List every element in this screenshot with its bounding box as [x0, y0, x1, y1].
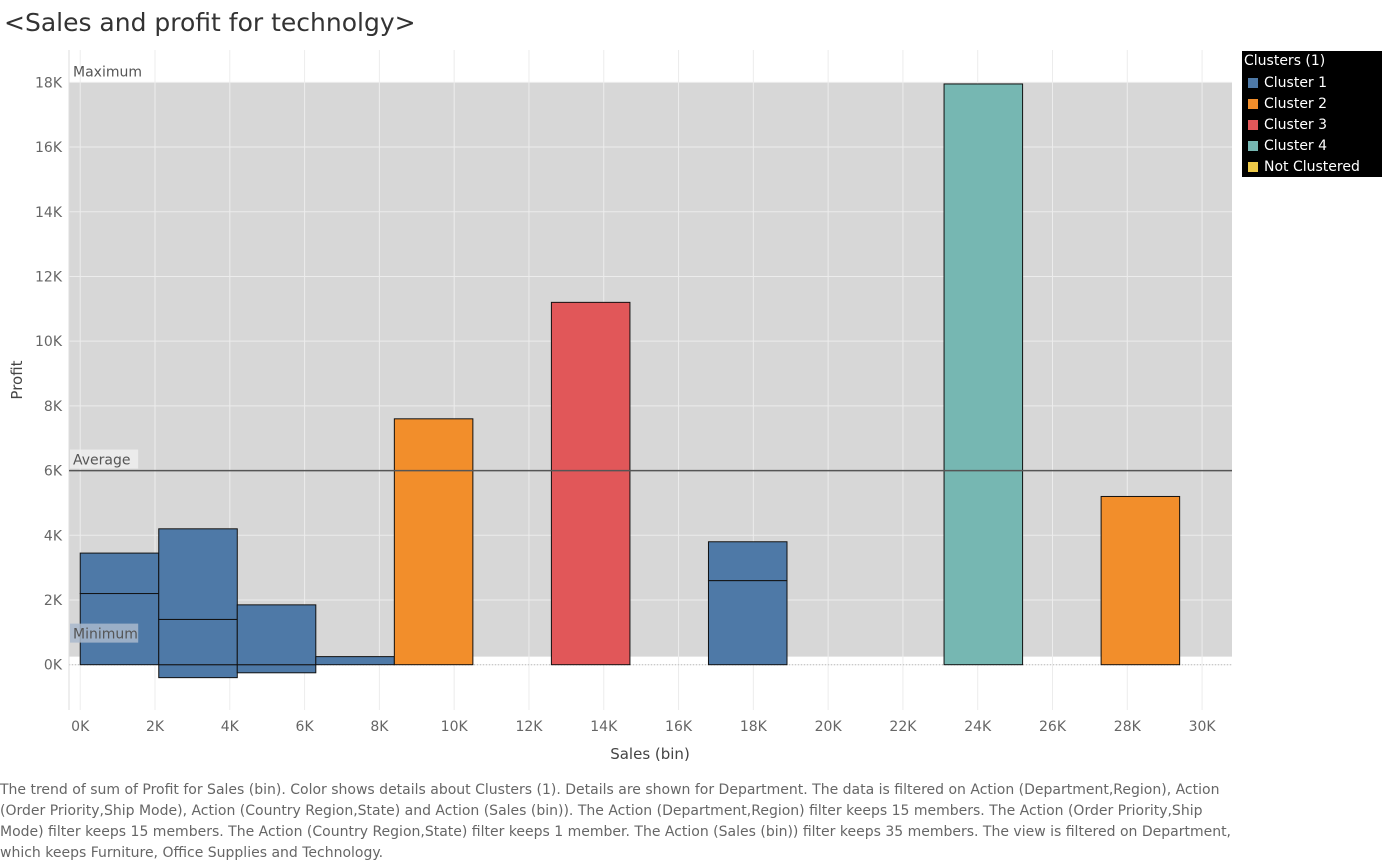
legend-swatch	[1248, 141, 1258, 151]
legend-item[interactable]: Cluster 2	[1248, 95, 1327, 113]
bar-segment	[393, 418, 474, 666]
y-tick-label: 4K	[44, 528, 63, 544]
legend-item[interactable]: Not Clustered	[1248, 158, 1360, 176]
x-tick-label: 22K	[889, 719, 917, 735]
legend-item[interactable]: Cluster 1	[1248, 74, 1327, 92]
chart-title: <Sales and profit for technolgy>	[4, 8, 416, 37]
bar-segment	[707, 580, 788, 666]
y-axis-title: Profit	[8, 360, 26, 399]
bar-segment	[1100, 495, 1181, 666]
legend-swatch	[1248, 120, 1258, 130]
bar-segment	[943, 83, 1024, 666]
x-tick-label: 6K	[296, 719, 315, 735]
y-tick-label: 10K	[35, 334, 63, 350]
bar-segment	[707, 541, 788, 582]
x-tick-label: 2K	[146, 719, 165, 735]
x-tick-label: 28K	[1114, 719, 1142, 735]
legend-label: Not Clustered	[1264, 159, 1360, 175]
x-tick-label: 12K	[515, 719, 543, 735]
x-tick-label: 30K	[1189, 719, 1217, 735]
reference-label-bg	[70, 449, 139, 469]
bar-segment	[550, 301, 631, 666]
bar-segment	[158, 528, 238, 620]
x-tick-label: 24K	[964, 719, 992, 735]
x-tick-label: 8K	[370, 719, 389, 735]
reference-label-bg	[70, 623, 139, 643]
x-tick-label: 26K	[1039, 719, 1067, 735]
x-tick-label: 0K	[71, 719, 90, 735]
legend-item[interactable]: Cluster 3	[1248, 116, 1327, 134]
legend-swatch	[1248, 99, 1258, 109]
legend-title: Clusters (1)	[1244, 53, 1326, 69]
bar-segment	[315, 656, 395, 666]
chart: Average Maximum Minimum 0K 2K 4K 6K 8K 10K 12K 14K…	[8, 50, 1232, 763]
bar-segment	[158, 664, 238, 679]
bar-segment	[236, 664, 317, 674]
reference-band	[69, 82, 1232, 657]
y-tick-label: 18K	[35, 75, 63, 91]
reference-label: Average	[73, 453, 131, 469]
y-tick-label: 12K	[35, 269, 63, 285]
legend-label: Cluster 4	[1264, 138, 1328, 154]
legend-swatch	[1248, 162, 1258, 172]
bar-segment	[158, 618, 238, 666]
legend-label: Cluster 1	[1264, 75, 1328, 91]
y-tick-label: 16K	[35, 140, 63, 156]
y-tick-label: 0K	[44, 658, 63, 674]
x-tick-label: 16K	[665, 719, 693, 735]
legend-label: Cluster 3	[1264, 117, 1328, 133]
x-tick-label: 18K	[740, 719, 768, 735]
bar-segment	[79, 552, 160, 595]
x-tick-label: 4K	[221, 719, 240, 735]
y-tick-label: 8K	[44, 399, 63, 415]
legend-label: Cluster 2	[1264, 96, 1328, 112]
y-tick-label: 6K	[44, 464, 63, 480]
bar-segment	[236, 604, 317, 666]
chart-caption: The trend of sum of Profit for Sales (bi…	[0, 782, 1232, 861]
legend-item[interactable]: Cluster 4	[1248, 137, 1327, 155]
reference-label: Minimum	[73, 627, 138, 643]
x-tick-label: 10K	[441, 719, 469, 735]
y-tick-label: 14K	[35, 205, 63, 221]
legend-swatch	[1248, 78, 1258, 88]
x-tick-label: 14K	[590, 719, 618, 735]
x-tick-label: 20K	[815, 719, 843, 735]
reference-label: Maximum	[73, 64, 142, 80]
x-axis-title: Sales (bin)	[610, 745, 690, 763]
y-tick-label: 2K	[44, 593, 63, 609]
legend[interactable]: Clusters (1) Cluster 1 Cluster 2 Cluster 3…	[1242, 51, 1382, 177]
